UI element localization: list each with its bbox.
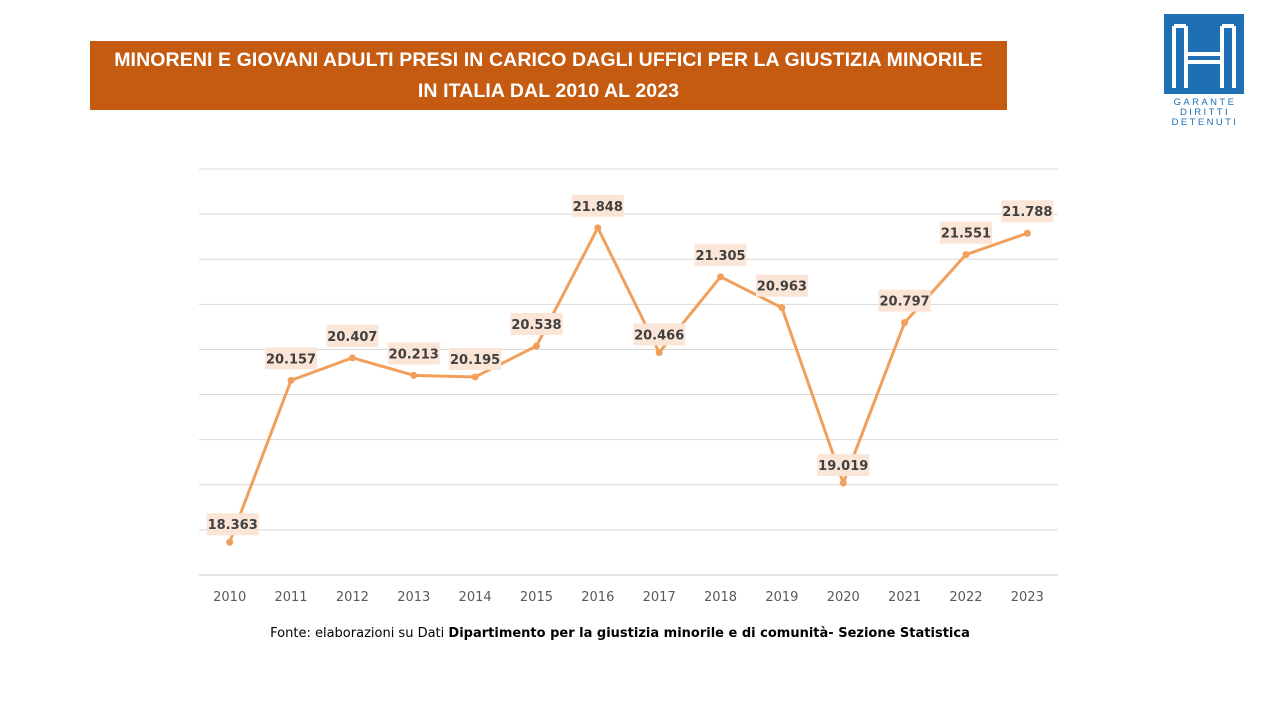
data-point-2012 [348, 354, 356, 362]
data-label-bg-2012 [326, 324, 379, 347]
data-label-2021: 20.797 [880, 295, 930, 310]
series-line [228, 226, 1028, 543]
data-point-2022 [962, 251, 970, 259]
source-note: Fonte: elaborazioni su Dati Dipartimento… [0, 626, 1240, 641]
data-label-bg-2021 [878, 289, 931, 312]
chart-title-banner: MINORENI E GIOVANI ADULTI PRESI IN CARIC… [90, 41, 1007, 110]
x-tick-label-2016: 2016 [581, 590, 614, 605]
x-tick-label-2015: 2015 [520, 590, 553, 605]
x-tick-label-2013: 2013 [397, 590, 430, 605]
data-label-bg-2017 [633, 323, 686, 346]
data-label-bg-2020 [817, 454, 870, 477]
data-point-2017 [655, 349, 663, 357]
x-tick-label-2012: 2012 [336, 590, 369, 605]
data-label-bg-2016 [571, 194, 624, 217]
data-label-group-2012: 20.407 [326, 324, 379, 347]
x-tick-label-2010: 2010 [213, 590, 246, 605]
data-label-2012: 20.407 [327, 330, 377, 345]
data-point-2011 [287, 376, 295, 384]
data-label-group-2011: 20.157 [265, 347, 318, 370]
data-label-bg-2023 [1001, 200, 1054, 223]
data-label-2015: 20.538 [511, 318, 561, 333]
data-label-2016: 21.848 [573, 200, 623, 215]
x-tick-label-2018: 2018 [704, 590, 737, 605]
data-label-bg-2010 [206, 513, 259, 536]
source-bold: Dipartimento per la giustizia minorile e… [448, 626, 970, 641]
x-tick-label-2020: 2020 [827, 590, 860, 605]
data-point-2021 [901, 319, 909, 327]
data-point-2015 [532, 342, 540, 350]
garante-logo: GARANTE DIRITTI DETENUTI [1164, 14, 1246, 130]
x-tick-label-2021: 2021 [888, 590, 921, 605]
logo-text-line-2: DIRITTI [1179, 107, 1231, 118]
x-tick-label-2011: 2011 [274, 590, 307, 605]
data-label-2023: 21.788 [1002, 205, 1052, 220]
data-label-2014: 20.195 [450, 353, 500, 368]
data-label-bg-2022 [939, 221, 992, 244]
x-tick-label-2023: 2023 [1011, 590, 1044, 605]
data-label-group-2021: 20.797 [878, 289, 931, 312]
chart-title-line-2: IN ITALIA DAL 2010 AL 2023 [417, 79, 680, 102]
data-label-2022: 21.551 [941, 227, 991, 242]
data-label-bg-2015 [510, 313, 563, 336]
data-label-bg-2018 [694, 243, 747, 266]
data-label-bg-2011 [265, 347, 318, 370]
data-point-2018 [717, 273, 725, 281]
data-label-group-2013: 20.213 [387, 342, 440, 365]
logo-text-line-3: DETENUTI [1171, 117, 1239, 128]
data-label-2017: 20.466 [634, 329, 684, 344]
data-label-2010: 18.363 [208, 518, 258, 533]
x-tick-label-2017: 2017 [643, 590, 676, 605]
data-point-2013 [410, 371, 418, 379]
data-label-2018: 21.305 [695, 249, 745, 264]
data-label-2020: 19.019 [818, 459, 868, 474]
logo-symbol-icon [1172, 24, 1236, 88]
chart-title-line-1: MINORENI E GIOVANI ADULTI PRESI IN CARIC… [114, 48, 983, 71]
data-label-group-2015: 20.538 [510, 313, 563, 336]
data-label-group-2010: 18.363 [206, 513, 259, 536]
data-label-group-2023: 21.788 [1001, 200, 1054, 223]
x-tick-label-2014: 2014 [459, 590, 492, 605]
data-point-2019 [778, 304, 786, 312]
data-label-bg-2019 [755, 274, 808, 297]
data-label-group-2018: 21.305 [694, 243, 747, 266]
data-point-2010 [226, 538, 234, 546]
data-point-2016 [594, 224, 602, 232]
data-label-group-2016: 21.848 [571, 194, 624, 217]
data-point-2020 [839, 479, 847, 487]
logo-mark [1164, 14, 1244, 94]
data-label-group-2020: 19.019 [817, 454, 870, 477]
data-label-group-2019: 20.963 [755, 274, 808, 297]
data-label-group-2014: 20.195 [449, 347, 502, 370]
data-label-bg-2014 [449, 347, 502, 370]
x-tick-label-2022: 2022 [949, 590, 982, 605]
data-label-2019: 20.963 [757, 280, 807, 295]
data-label-2013: 20.213 [389, 347, 439, 362]
source-prefix: Fonte: elaborazioni su Dati [270, 626, 449, 641]
data-point-2014 [471, 373, 479, 381]
data-label-bg-2013 [387, 342, 440, 365]
logo-text-line-1: GARANTE [1173, 97, 1237, 108]
data-label-group-2022: 21.551 [939, 221, 992, 244]
data-label-group-2017: 20.466 [633, 323, 686, 346]
data-label-2011: 20.157 [266, 352, 316, 367]
data-point-2023 [1023, 229, 1031, 237]
x-tick-label-2019: 2019 [765, 590, 798, 605]
